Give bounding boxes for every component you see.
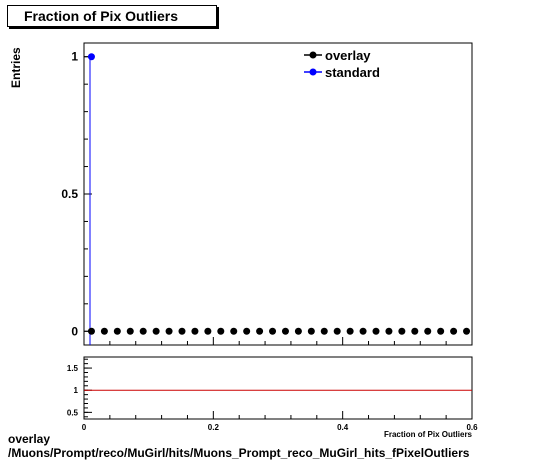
y-tick-label: 0.5 <box>61 187 78 201</box>
ratio-y-tick-label: 0.5 <box>67 408 79 417</box>
overlay-point <box>204 327 212 335</box>
overlay-point <box>359 327 367 335</box>
overlay-point <box>113 327 121 335</box>
overlay-point <box>333 327 341 335</box>
ratio-plot-frame <box>83 356 473 420</box>
overlay-point <box>178 327 186 335</box>
x-axis-label: Fraction of Pix Outliers <box>384 430 473 439</box>
overlay-point <box>100 327 108 335</box>
overlay-point <box>437 327 445 335</box>
overlay-point <box>269 327 277 335</box>
ratio-y-tick-label: 1.5 <box>67 364 79 373</box>
overlay-point <box>191 327 199 335</box>
overlay-point <box>294 327 302 335</box>
main-plot-frame <box>83 42 473 346</box>
overlay-point <box>152 327 160 335</box>
overlay-point <box>217 327 225 335</box>
overlay-point <box>463 327 471 335</box>
overlay-point <box>126 327 134 335</box>
overlay-point <box>385 327 393 335</box>
ratio-x-tick-label: 0.4 <box>337 423 349 432</box>
standard-point <box>87 53 95 61</box>
overlay-point <box>450 327 458 335</box>
overlay-point <box>346 327 354 335</box>
ratio-x-tick-label: 0.2 <box>208 423 220 432</box>
legend-label-standard: standard <box>325 65 380 80</box>
footer-line-2: /Muons/Prompt/reco/MuGirl/hits/Muons_Pro… <box>8 446 470 460</box>
overlay-point <box>307 327 315 335</box>
overlay-point <box>398 327 406 335</box>
overlay-point <box>424 327 432 335</box>
overlay-point <box>243 327 251 335</box>
legend-label-overlay: overlay <box>325 48 371 63</box>
overlay-point <box>411 327 419 335</box>
overlay-point <box>139 327 147 335</box>
ratio-x-tick-label: 0 <box>82 423 87 432</box>
overlay-point <box>87 327 95 335</box>
overlay-point <box>372 327 380 335</box>
ratio-x-tick-label: 0.6 <box>466 423 478 432</box>
legend-marker-overlay <box>309 51 317 59</box>
overlay-point <box>320 327 328 335</box>
overlay-point <box>281 327 289 335</box>
y-tick-label: 1 <box>71 50 78 64</box>
ratio-y-tick-label: 1 <box>74 386 79 395</box>
legend-marker-standard <box>309 68 317 76</box>
overlay-point <box>165 327 173 335</box>
y-tick-label: 0 <box>71 324 78 338</box>
footer-line-1: overlay <box>8 432 51 446</box>
overlay-point <box>256 327 264 335</box>
chart-title: Fraction of Pix Outliers <box>7 5 217 27</box>
overlay-point <box>230 327 238 335</box>
